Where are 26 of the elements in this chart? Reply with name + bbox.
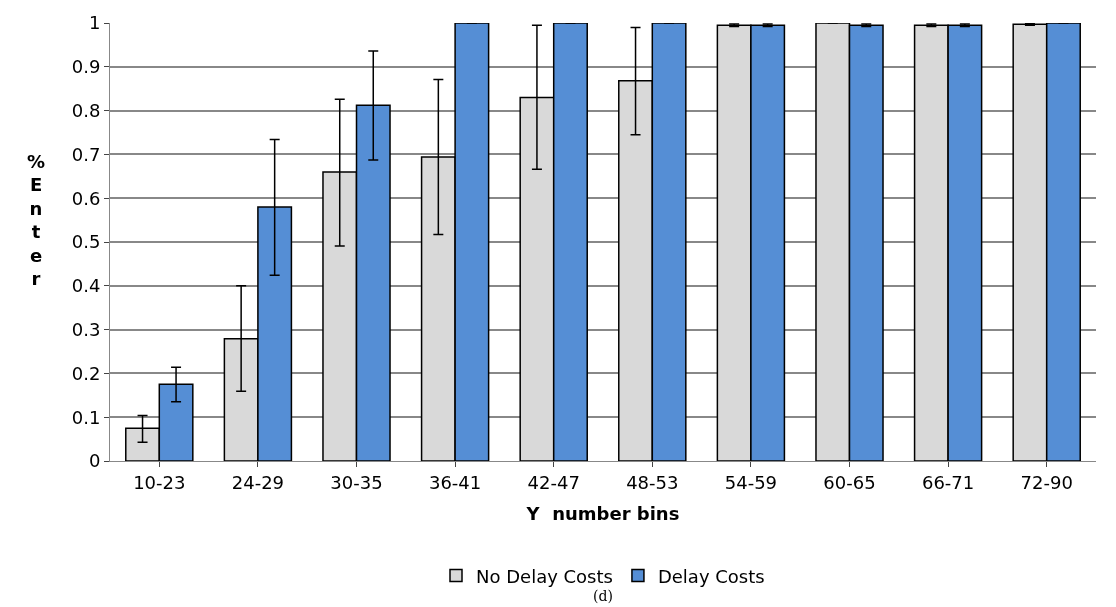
legend-label: No Delay Costs <box>476 565 613 587</box>
x-axis-title: Y number bins <box>525 502 680 524</box>
y-axis-title: %Enter <box>27 151 46 289</box>
x-tick-label: 48-53 <box>626 471 679 493</box>
x-tick-label: 36-41 <box>428 471 482 493</box>
y-tick-label: 0.3 <box>71 318 101 340</box>
x-tick-label: 54-59 <box>724 471 778 493</box>
y-tick-label: 0.1 <box>71 406 101 428</box>
y-tick-label: 0.5 <box>71 231 101 253</box>
legend-label: Delay Costs <box>657 565 765 587</box>
x-tick-label: 60-65 <box>823 471 876 493</box>
y-tick-label: 0 <box>88 450 101 472</box>
y-tick-label: 1 <box>88 12 101 34</box>
y-tick-label: 0.2 <box>71 362 101 384</box>
y-tick-label: 0.6 <box>71 187 101 209</box>
x-tick-label: 24-29 <box>231 471 285 493</box>
x-tick-label: 42-47 <box>527 471 580 493</box>
y-tick-label: 0.4 <box>71 275 101 297</box>
x-tick-label: 10-23 <box>133 471 186 493</box>
x-tick-label: 72-90 <box>1020 471 1073 493</box>
text: (d) <box>593 588 613 604</box>
x-tick-label: 66-71 <box>921 471 975 493</box>
y-tick-label: 0.7 <box>71 143 101 165</box>
y-tick-label: 0.9 <box>71 56 101 78</box>
y-tick-label: 0.8 <box>71 99 101 121</box>
x-tick-label: 30-35 <box>330 471 383 493</box>
